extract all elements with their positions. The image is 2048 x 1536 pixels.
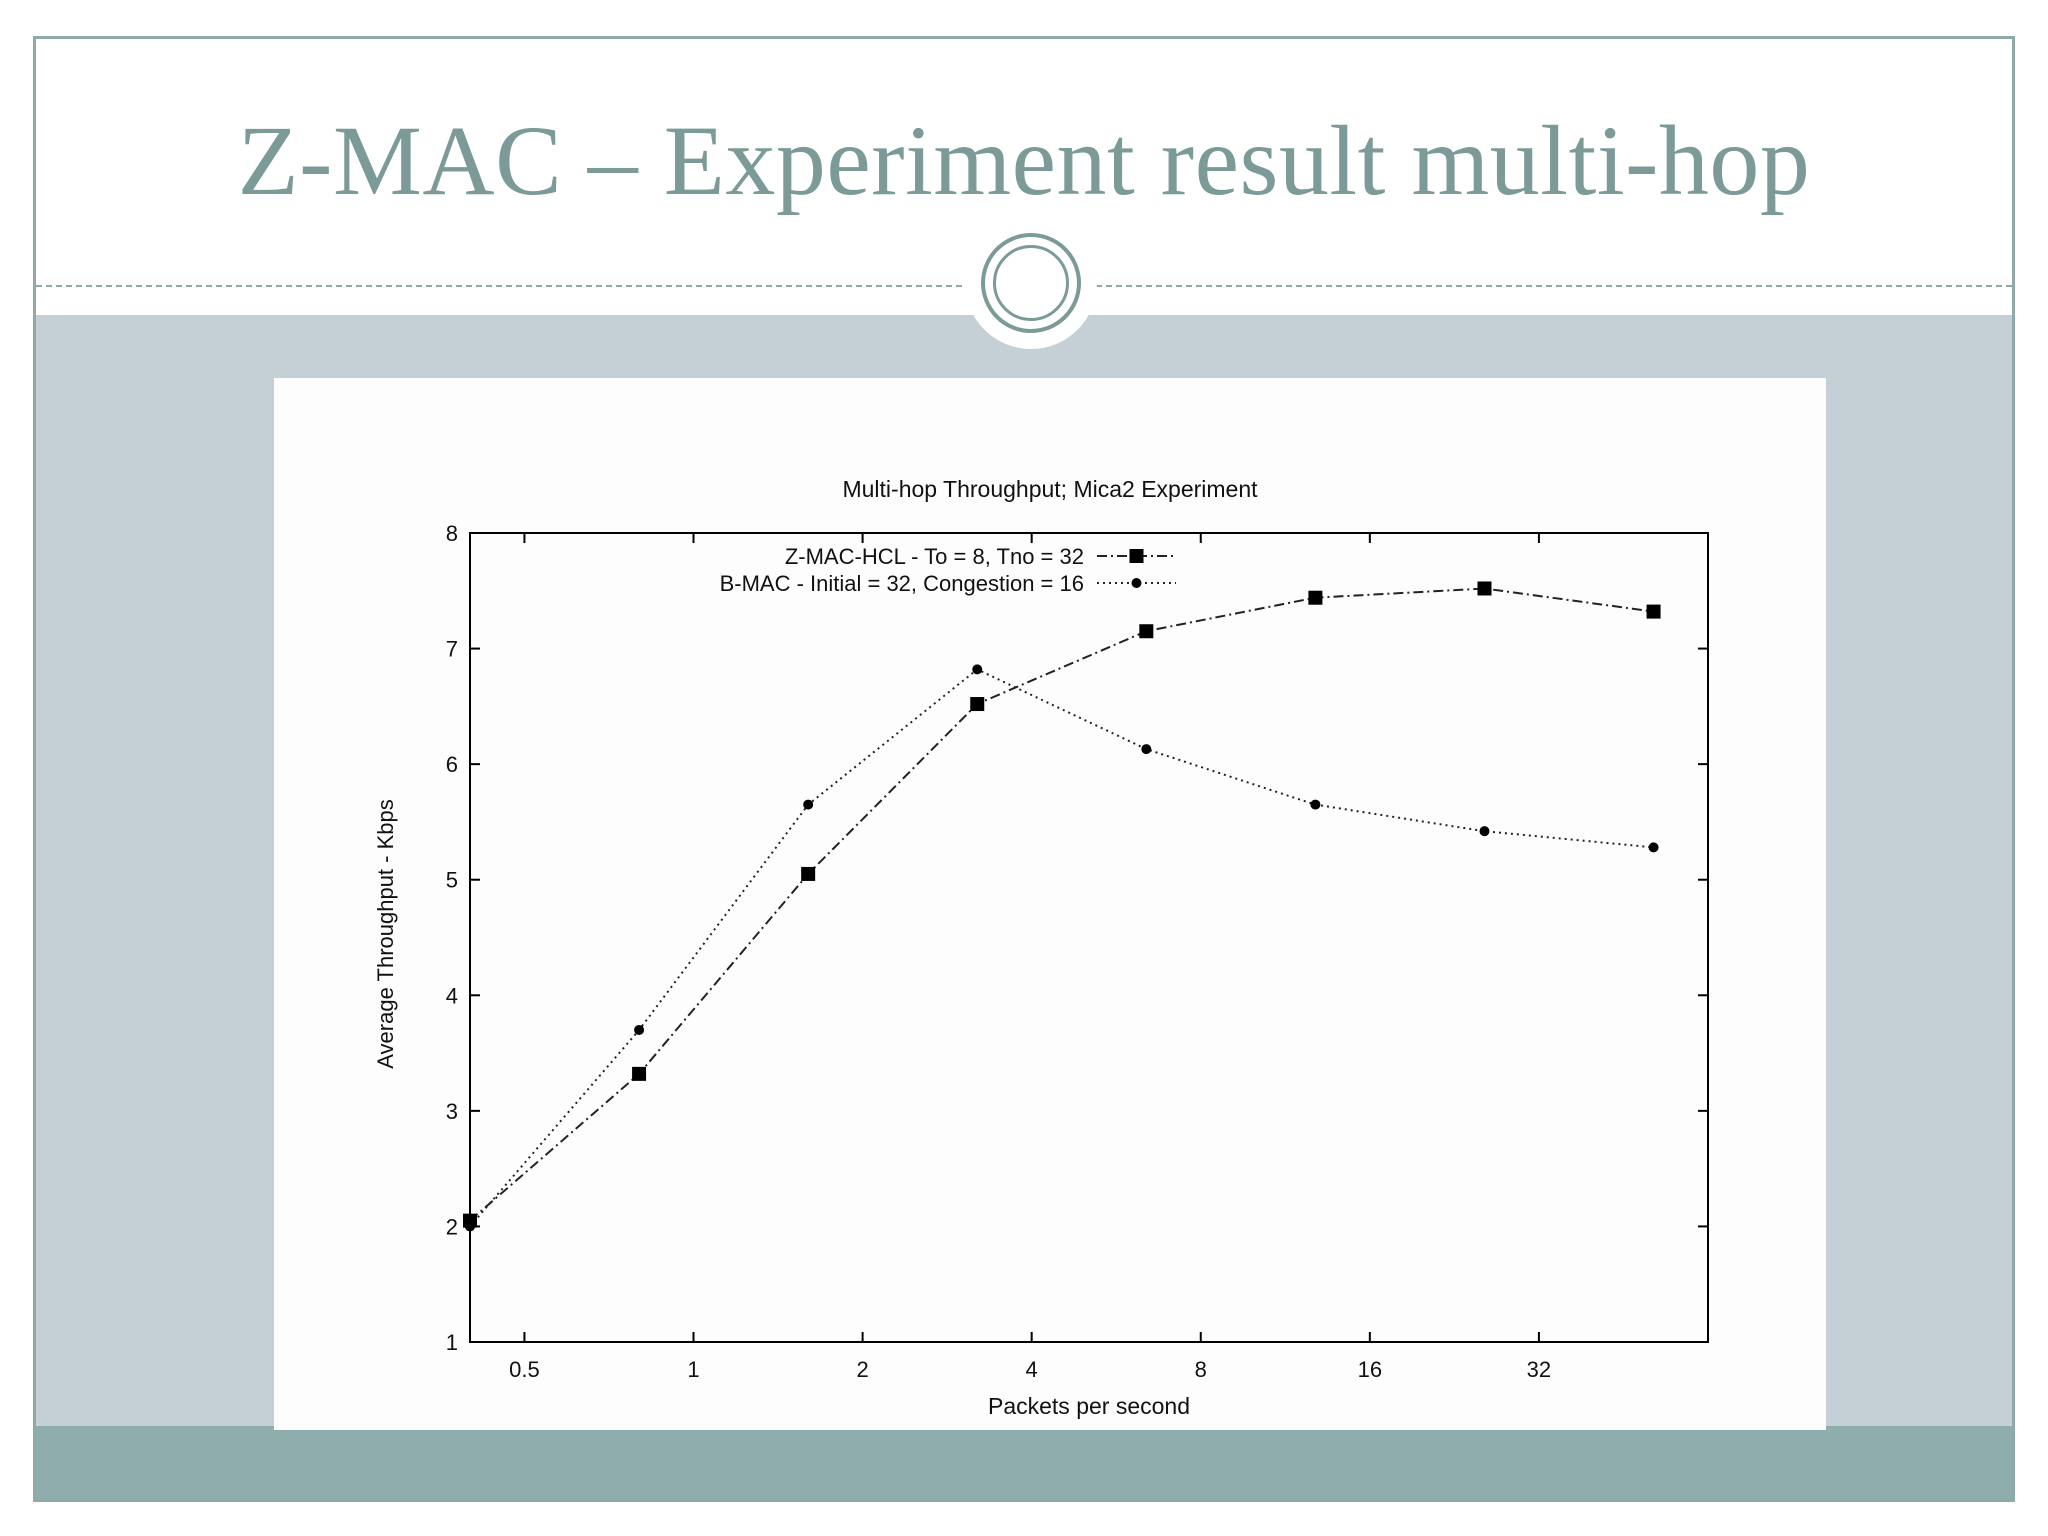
legend-label-1: Z-MAC-HCL - To = 8, Tno = 32 (785, 544, 1084, 569)
y-tick-label: 6 (446, 752, 458, 777)
y-tick-label: 3 (446, 1099, 458, 1124)
y-tick-label: 1 (446, 1330, 458, 1355)
data-point-circle (972, 664, 983, 675)
circle-ornament-icon (965, 217, 1097, 349)
data-point-circle (634, 1024, 645, 1035)
x-axis-label: Packets per second (988, 1393, 1190, 1419)
series-line-1 (469, 587, 1654, 1222)
x-tick-label: 16 (1358, 1357, 1382, 1382)
data-point-square (1308, 590, 1323, 605)
data-point-square (1646, 604, 1661, 619)
series-line-2 (469, 668, 1654, 1228)
y-tick-label: 7 (446, 637, 458, 662)
data-point-square (1477, 581, 1492, 596)
legend-marker-circle (1131, 578, 1142, 588)
legend-marker-square (1129, 549, 1144, 563)
footer-band (36, 1426, 2012, 1499)
x-tick-label: 4 (1026, 1357, 1038, 1382)
data-point-circle (803, 799, 814, 810)
data-point-square (801, 866, 816, 881)
axis-ticks: 1 2 3 4 5 6 7 8 0.5 1 2 4 8 16 32 (446, 521, 1708, 1382)
y-axis-label: Average Throughput - Kbps (373, 799, 398, 1068)
ornament-outer-ring (981, 233, 1081, 333)
line-chart: Multi-hop Throughput; Mica2 Experiment P… (373, 476, 1709, 1419)
series-markers (463, 581, 1661, 1232)
data-point-square (1139, 624, 1154, 639)
data-point-circle (1479, 826, 1490, 837)
chart-title: Multi-hop Throughput; Mica2 Experiment (842, 476, 1258, 502)
x-tick-label: 0.5 (509, 1357, 540, 1382)
legend: Z-MAC-HCL - To = 8, Tno = 32B-MAC - Init… (720, 544, 1176, 596)
x-tick-label: 1 (687, 1357, 699, 1382)
x-tick-label: 32 (1527, 1357, 1551, 1382)
slide-title: Z-MAC – Experiment result multi-hop (237, 105, 1811, 216)
legend-label-2: B-MAC - Initial = 32, Congestion = 16 (720, 571, 1084, 596)
x-tick-label: 2 (856, 1357, 868, 1382)
ornament-inner-ring (993, 245, 1069, 321)
data-point-circle (1141, 744, 1152, 755)
plot-frame (469, 532, 1709, 1343)
data-point-square (632, 1066, 647, 1081)
title-area: Z-MAC – Experiment result multi-hop (36, 39, 2012, 315)
y-tick-label: 5 (446, 868, 458, 893)
y-tick-label: 2 (446, 1214, 458, 1239)
data-point-square (970, 697, 985, 712)
series-lines (469, 587, 1654, 1228)
x-tick-label: 8 (1195, 1357, 1207, 1382)
data-point-circle (465, 1221, 475, 1232)
data-point-circle (1648, 842, 1659, 853)
y-tick-label: 4 (446, 983, 458, 1008)
data-point-circle (1310, 799, 1321, 810)
slide: Z-MAC – Experiment result multi-hop Mult… (33, 36, 2015, 1502)
y-tick-label: 8 (446, 521, 458, 546)
chart-image: Multi-hop Throughput; Mica2 Experiment P… (274, 378, 1826, 1430)
